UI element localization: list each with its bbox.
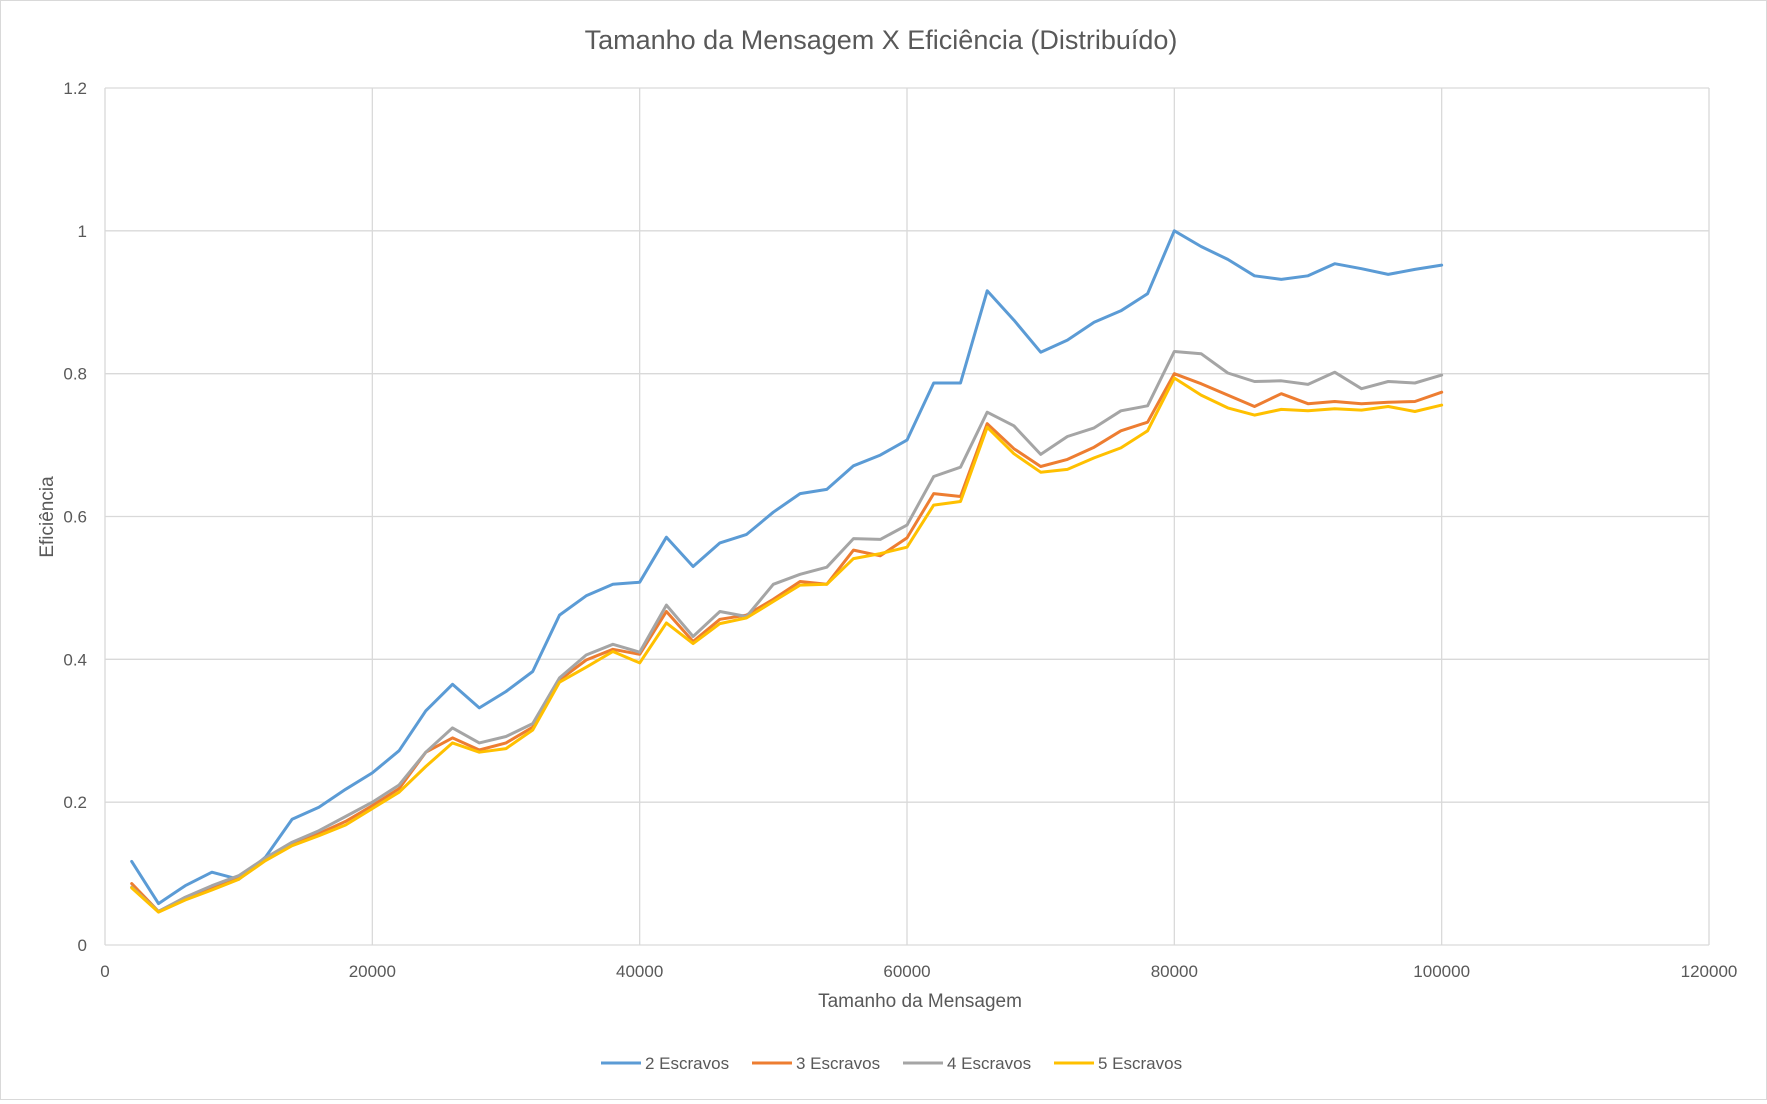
x-tick-label: 40000 bbox=[616, 962, 663, 981]
series-line-2 bbox=[130, 372, 1444, 913]
x-tick-label: 100000 bbox=[1413, 962, 1470, 981]
y-tick-label: 0.2 bbox=[63, 793, 87, 812]
legend-label: 5 Escravos bbox=[1098, 1054, 1182, 1073]
legend-label: 4 Escravos bbox=[947, 1054, 1031, 1073]
x-tick-label: 20000 bbox=[349, 962, 396, 981]
legend-label: 2 Escravos bbox=[645, 1054, 729, 1073]
y-tick-label: 0 bbox=[78, 936, 87, 955]
chart-title: Tamanho da Mensagem X Eficiência (Distri… bbox=[585, 25, 1178, 55]
y-axis-ticks: 0 0.2 0.4 0.6 0.8 1 1.2 bbox=[63, 79, 87, 955]
y-axis-title: Eficiência bbox=[37, 476, 58, 558]
x-tick-label: 120000 bbox=[1681, 962, 1738, 981]
y-tick-label: 0.6 bbox=[63, 508, 87, 527]
x-axis-title: Tamanho da Mensagem bbox=[818, 991, 1022, 1012]
y-tick-label: 0.8 bbox=[63, 365, 87, 384]
series-line-1 bbox=[130, 229, 1444, 906]
y-tick-label: 0.4 bbox=[63, 650, 87, 669]
legend-label: 3 Escravos bbox=[796, 1054, 880, 1073]
x-tick-label: 60000 bbox=[883, 962, 930, 981]
series-lines bbox=[130, 229, 1444, 914]
x-tick-label: 80000 bbox=[1151, 962, 1198, 981]
x-tick-label: 0 bbox=[100, 962, 109, 981]
series-line-3 bbox=[130, 350, 1444, 913]
y-tick-label: 1.2 bbox=[63, 79, 87, 98]
legend: 2 Escravos 3 Escravos 4 Escravos 5 Escravos bbox=[601, 1054, 1182, 1073]
x-axis-ticks: 0 20000 40000 60000 80000 100000 120000 bbox=[100, 962, 1737, 981]
y-tick-label: 1 bbox=[78, 222, 87, 241]
series-line-4 bbox=[130, 376, 1444, 914]
